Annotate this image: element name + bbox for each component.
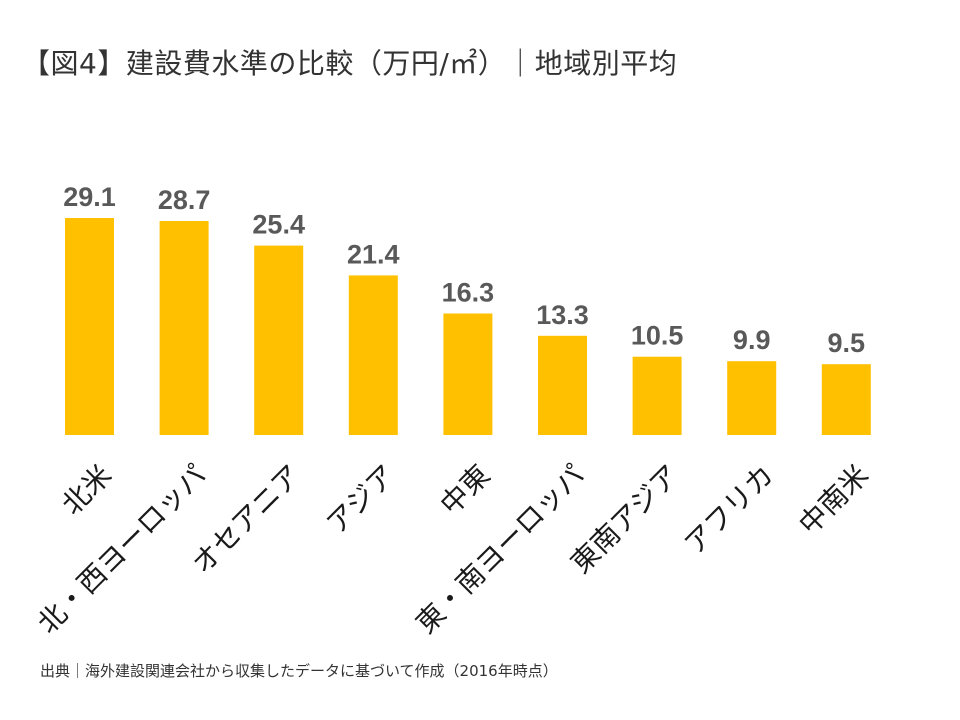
bar-value-label: 16.3 (442, 278, 495, 308)
bar-value-label: 10.5 (631, 321, 684, 351)
category-label: 北米 (55, 458, 118, 521)
category-label: 北・西ヨーロッパ (31, 458, 213, 640)
source-note: 出典｜海外建設関連会社から収集したデータに基づいて作成（2016年時点） (40, 662, 558, 680)
bar (821, 364, 871, 435)
bar (254, 245, 304, 435)
bar-value-label: 25.4 (252, 210, 305, 240)
bars-layer (65, 218, 871, 435)
bar-value-label: 29.1 (63, 182, 116, 212)
bar (65, 218, 114, 435)
category-label: アジア (320, 458, 402, 540)
bar-value-label: 28.7 (158, 185, 211, 215)
category-label: 中東 (434, 458, 497, 521)
bar (348, 275, 398, 435)
category-label: アフリカ (678, 458, 781, 561)
bar (538, 335, 587, 435)
bar (632, 356, 682, 435)
bar-value-label: 21.4 (347, 239, 400, 269)
bar (159, 221, 209, 435)
category-label: 中南米 (792, 458, 875, 541)
bar (443, 313, 493, 435)
page-title: 【図4】建設費水準の比較（万円/㎡）｜地域別平均 (22, 47, 678, 80)
category-label: 東・南ヨーロッパ (409, 458, 591, 640)
bar-value-label: 9.5 (828, 328, 866, 358)
value-labels-layer: 29.1 28.7 25.4 21.4 16.3 13.3 10.5 9.9 9.5 (63, 182, 865, 358)
bar-value-label: 9.9 (733, 325, 771, 355)
bar (727, 361, 777, 435)
bar-value-label: 13.3 (536, 300, 589, 330)
